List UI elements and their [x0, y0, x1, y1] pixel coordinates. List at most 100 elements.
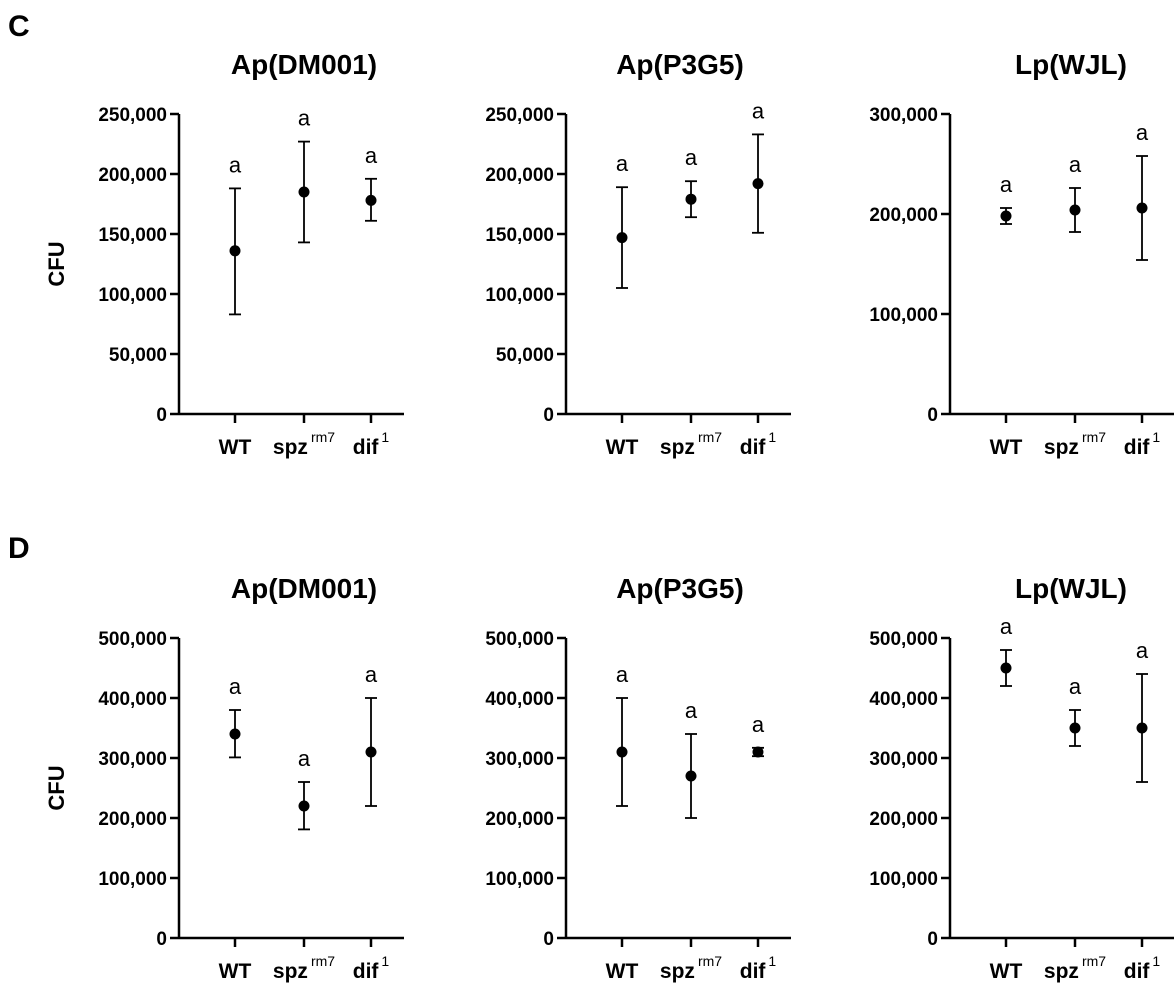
y-tick-label: 100,000	[869, 869, 938, 890]
y-tick-label: 100,000	[485, 285, 554, 306]
x-tick-label: dif 1	[1124, 429, 1161, 459]
chart-title: Ap(DM001)	[231, 49, 377, 80]
data-point	[298, 800, 310, 812]
data-point	[1000, 210, 1012, 222]
y-tick-label: 200,000	[869, 205, 938, 226]
y-tick-label: 0	[927, 405, 938, 426]
significance-label: a	[1069, 674, 1082, 699]
y-tick-label: 200,000	[485, 165, 554, 186]
significance-label: a	[1069, 152, 1082, 177]
x-tick-label: WT	[219, 960, 252, 983]
y-tick-label: 0	[543, 929, 554, 950]
y-axis-label: CFU	[44, 765, 69, 810]
y-tick-label: 100,000	[869, 305, 938, 326]
x-tick-label: WT	[606, 436, 639, 459]
y-tick-label: 300,000	[485, 749, 554, 770]
x-tick-label: spz rm7	[660, 429, 722, 459]
data-point	[1069, 204, 1081, 216]
chart-2: Lp(WJL) 0 100,000 200,000 300,000 WT a spz rm7 a d…	[869, 49, 1174, 459]
x-tick-label: dif 1	[740, 953, 777, 983]
significance-label: a	[685, 698, 698, 723]
significance-label: a	[229, 152, 242, 177]
chart-title: Ap(P3G5)	[616, 573, 744, 604]
data-point	[752, 746, 764, 758]
x-tick-label: dif 1	[353, 953, 390, 983]
chart-title: Lp(WJL)	[1015, 573, 1127, 604]
y-tick-label: 100,000	[485, 869, 554, 890]
significance-label: a	[616, 151, 629, 176]
chart-5: Lp(WJL) 0 100,000 200,000 300,000 400,000 500,…	[869, 573, 1174, 983]
chart-3: Ap(DM001) CFU 0 100,000 200,000 300,000 400,00…	[44, 573, 404, 983]
y-tick-label: 500,000	[869, 629, 938, 650]
significance-label: a	[298, 106, 311, 131]
x-tick-label: spz rm7	[273, 953, 335, 983]
y-tick-label: 200,000	[98, 809, 167, 830]
y-tick-label: 50,000	[496, 345, 554, 366]
y-tick-label: 300,000	[869, 105, 938, 126]
significance-label: a	[365, 143, 378, 168]
x-tick-label: spz rm7	[273, 429, 335, 459]
x-tick-label: WT	[990, 960, 1023, 983]
y-tick-label: 250,000	[98, 105, 167, 126]
x-tick-label: WT	[606, 960, 639, 983]
y-tick-label: 200,000	[98, 165, 167, 186]
y-axis-label: CFU	[44, 241, 69, 286]
data-point	[365, 194, 377, 206]
y-tick-label: 150,000	[98, 225, 167, 246]
significance-label: a	[752, 712, 765, 737]
chart-1: Ap(P3G5) 0 50,000 100,000 150,000 200,000 250,…	[485, 49, 791, 459]
data-point	[685, 770, 697, 782]
y-tick-label: 150,000	[485, 225, 554, 246]
significance-label: a	[685, 145, 698, 170]
significance-label: a	[365, 662, 378, 687]
charts: Ap(DM001) CFU 0 50,000 100,000 150,000 200,000…	[44, 49, 1174, 983]
y-tick-label: 500,000	[98, 629, 167, 650]
chart-4: Ap(P3G5) 0 100,000 200,000 300,000 400,000 500…	[485, 573, 791, 983]
y-tick-label: 400,000	[869, 689, 938, 710]
data-point	[1136, 202, 1148, 214]
y-tick-label: 400,000	[98, 689, 167, 710]
data-point	[229, 245, 241, 257]
data-point	[365, 746, 377, 758]
data-point	[1069, 722, 1081, 734]
panel-letter-d: D	[8, 532, 30, 565]
data-point	[1000, 662, 1012, 674]
y-tick-label: 0	[927, 929, 938, 950]
significance-label: a	[1136, 120, 1149, 145]
significance-label: a	[1000, 614, 1013, 639]
y-tick-label: 100,000	[98, 869, 167, 890]
panel-letter-c: C	[8, 10, 30, 43]
significance-label: a	[298, 746, 311, 771]
y-tick-label: 400,000	[485, 689, 554, 710]
significance-label: a	[1136, 638, 1149, 663]
y-tick-label: 50,000	[109, 345, 167, 366]
x-tick-label: WT	[990, 436, 1023, 459]
significance-label: a	[1000, 172, 1013, 197]
chart-title: Ap(P3G5)	[616, 49, 744, 80]
data-point	[752, 178, 764, 190]
y-tick-label: 0	[543, 405, 554, 426]
y-tick-label: 200,000	[869, 809, 938, 830]
chart-title: Lp(WJL)	[1015, 49, 1127, 80]
data-point	[298, 186, 310, 198]
significance-label: a	[752, 98, 765, 123]
x-tick-label: dif 1	[1124, 953, 1161, 983]
y-tick-label: 300,000	[869, 749, 938, 770]
x-tick-label: WT	[219, 436, 252, 459]
y-tick-label: 0	[156, 929, 167, 950]
data-point	[616, 746, 628, 758]
data-point	[685, 193, 697, 205]
data-point	[229, 728, 241, 740]
y-tick-label: 0	[156, 405, 167, 426]
x-tick-label: dif 1	[353, 429, 390, 459]
y-tick-label: 500,000	[485, 629, 554, 650]
significance-label: a	[229, 674, 242, 699]
y-tick-label: 250,000	[485, 105, 554, 126]
x-tick-label: dif 1	[740, 429, 777, 459]
y-tick-label: 300,000	[98, 749, 167, 770]
significance-label: a	[616, 662, 629, 687]
x-tick-label: spz rm7	[1044, 953, 1106, 983]
data-point	[1136, 722, 1148, 734]
data-point	[616, 232, 628, 244]
